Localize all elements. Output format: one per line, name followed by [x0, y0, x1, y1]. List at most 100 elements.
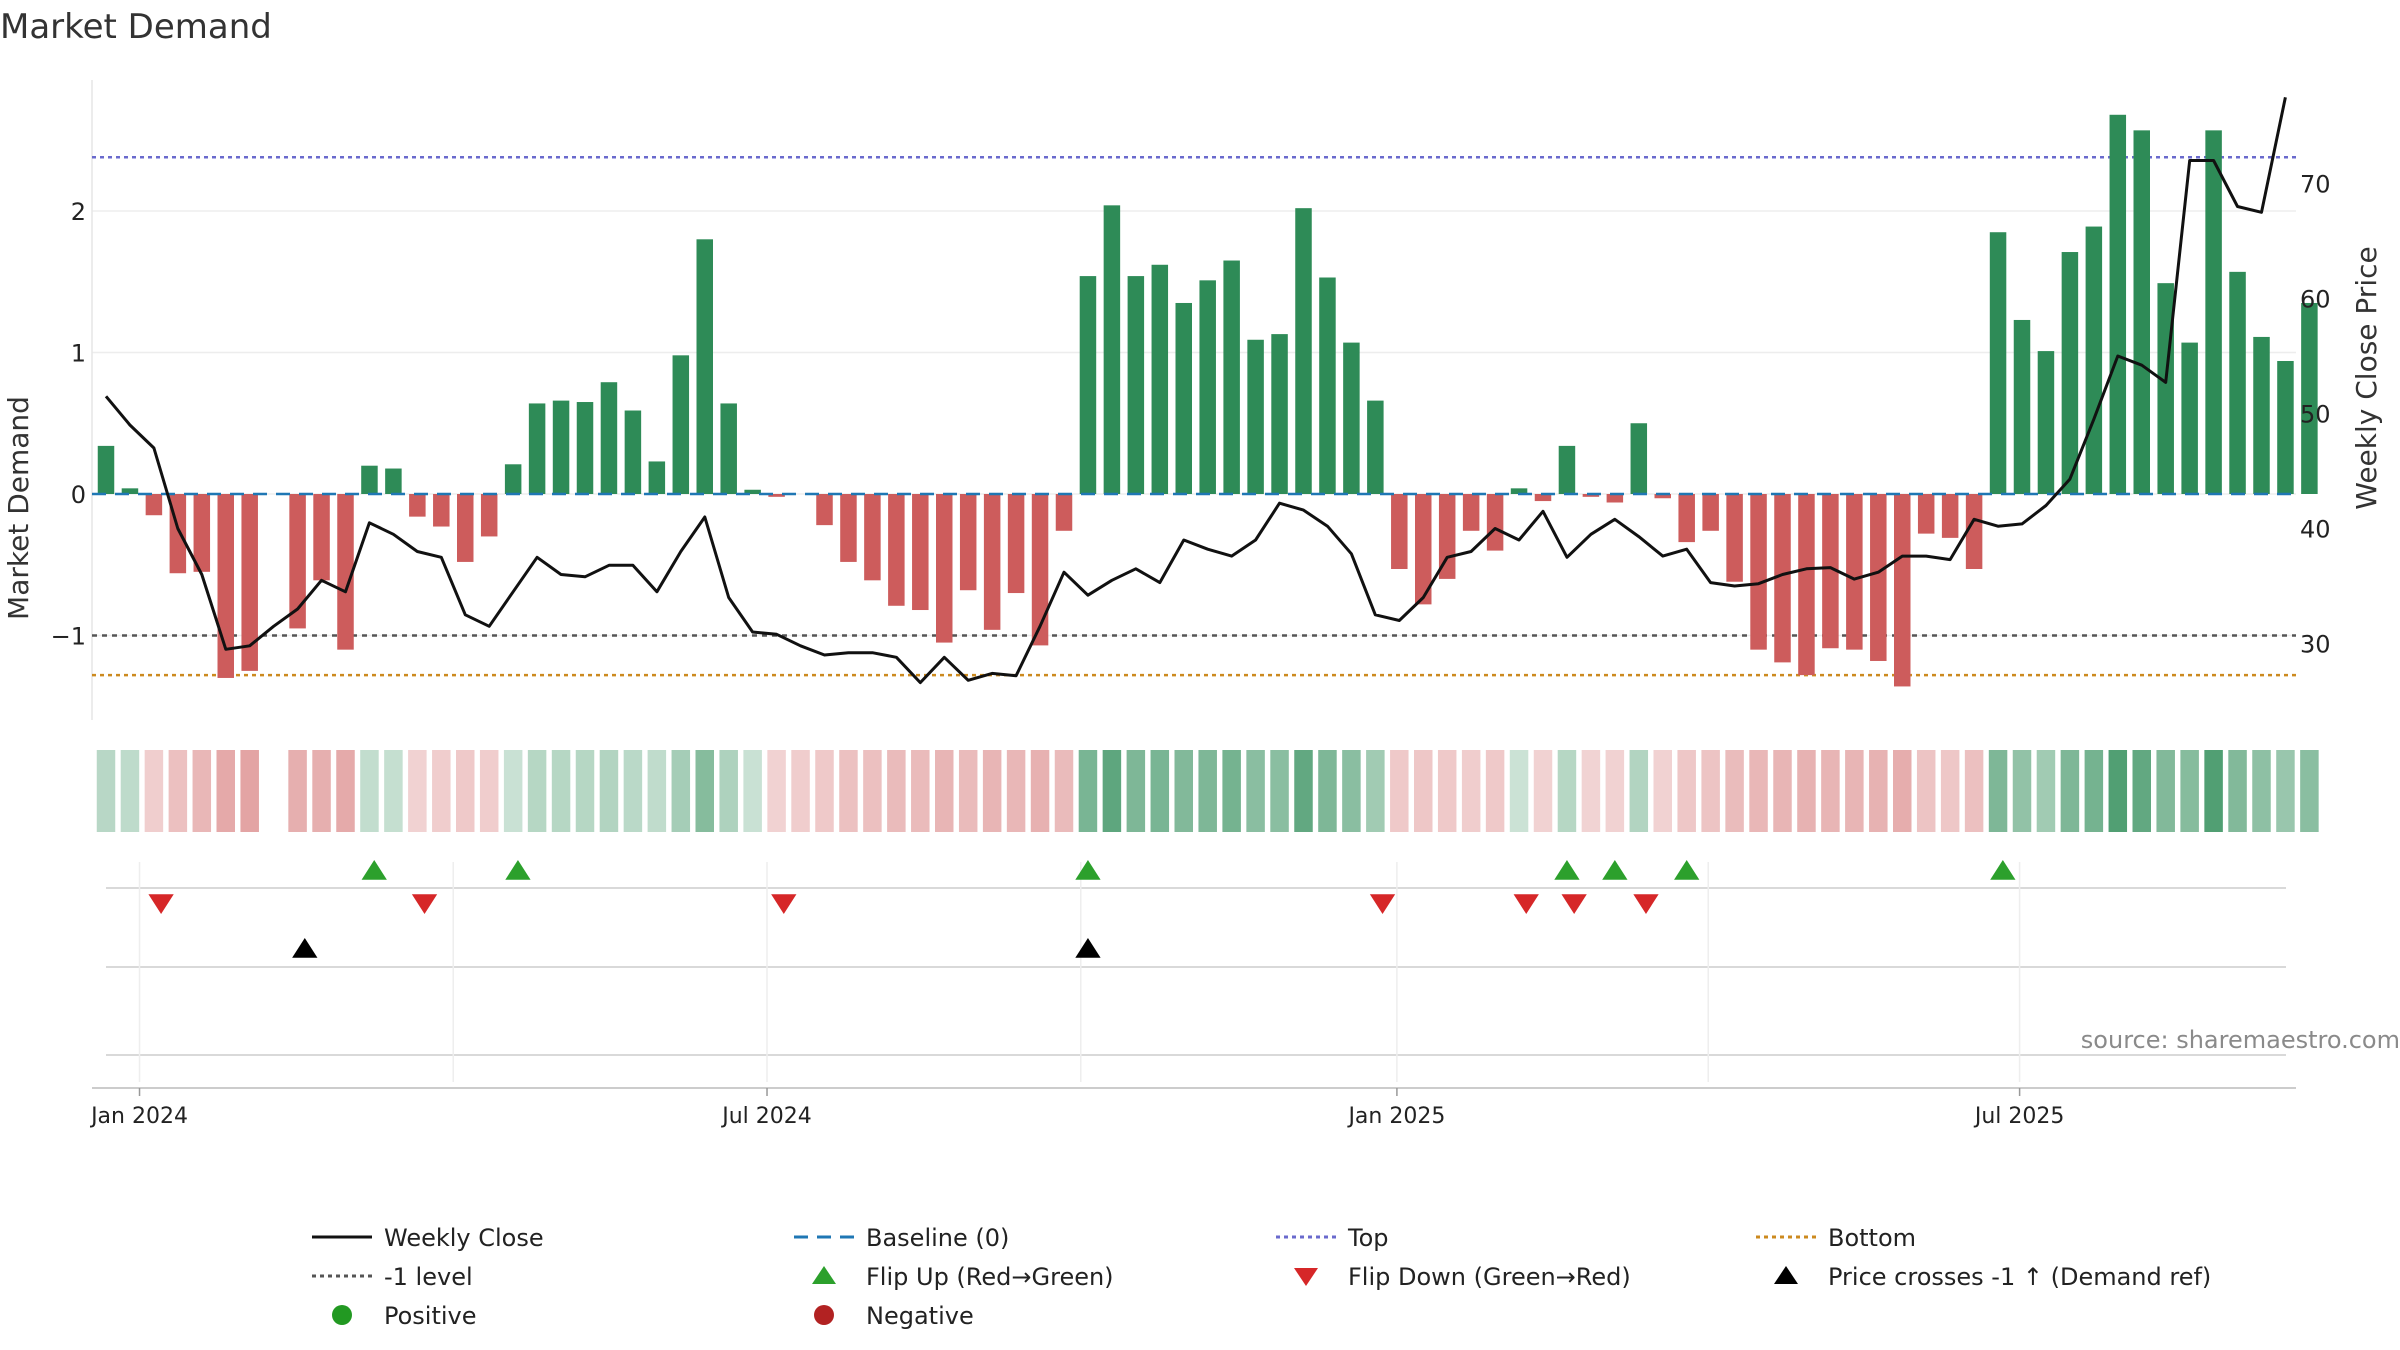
strip-cell	[432, 750, 451, 832]
legend-item: Positive	[332, 1302, 477, 1330]
strip-cell	[1054, 750, 1074, 832]
demand-bar	[1271, 334, 1288, 494]
strip-cell	[1749, 750, 1768, 832]
strip-cell	[527, 750, 547, 832]
flip-down-marker	[771, 894, 797, 914]
legend-item: Flip Down (Green→Red)	[1294, 1263, 1631, 1291]
x-axis: Jan 2024 Jul 2024 Jan 2025 Jul 2025	[89, 1088, 2064, 1129]
strip-cell	[1845, 750, 1864, 832]
legend-triangle-up-icon	[1774, 1266, 1798, 1284]
strip-cell	[503, 750, 523, 832]
demand-bar	[1510, 488, 1528, 494]
strip-cell	[1246, 750, 1265, 832]
strip-cell	[336, 750, 355, 832]
strip-cell	[2252, 750, 2271, 832]
y2-tick-label: 60	[2300, 286, 2331, 314]
flip-up-marker	[361, 860, 387, 880]
strip-cell	[1174, 750, 1193, 832]
strip-cell	[791, 750, 810, 832]
strip-cell	[120, 750, 140, 832]
strip-cell	[1414, 750, 1433, 832]
legend-circle-icon	[332, 1305, 352, 1325]
strip-cell	[1725, 750, 1744, 832]
demand-bar	[361, 465, 378, 494]
strip-cell	[2204, 750, 2223, 832]
y-tick-label: −1	[51, 623, 86, 651]
strip-cell	[1629, 750, 1649, 832]
demand-bar	[289, 494, 306, 629]
demand-bar	[1031, 494, 1049, 646]
price-cross-marker	[292, 938, 318, 958]
strip-cell	[839, 750, 858, 832]
demand-bar	[1007, 494, 1025, 594]
demand-bar	[1415, 494, 1432, 605]
demand-bar	[1941, 494, 1959, 538]
demand-bar	[1486, 494, 1504, 551]
demand-bar	[1917, 494, 1935, 534]
demand-bar	[840, 494, 857, 562]
strip-cell	[216, 750, 235, 832]
legend-label: Negative	[866, 1302, 974, 1330]
legend-item: Flip Up (Red→Green)	[812, 1263, 1114, 1291]
strip-cell	[623, 750, 643, 832]
strip-cell	[360, 750, 379, 832]
demand-bar	[768, 494, 785, 497]
left-y-axis-label: Market Demand	[2, 396, 35, 620]
strip-cell	[1821, 750, 1840, 832]
demand-bar	[1079, 276, 1097, 494]
strip-cell	[1773, 750, 1792, 832]
legend-label: Bottom	[1828, 1224, 1916, 1252]
demand-bar	[1175, 302, 1192, 494]
strip-cell	[288, 750, 307, 832]
legend-triangle-up-icon	[812, 1266, 836, 1284]
demand-bar	[2301, 302, 2318, 494]
strip-cell	[2132, 750, 2151, 832]
strip-cell	[1150, 750, 1170, 832]
demand-bar	[433, 494, 450, 527]
demand-bar	[2277, 360, 2294, 494]
flip-down-marker	[1633, 894, 1659, 914]
demand-bar	[1678, 494, 1695, 543]
strip-cell	[743, 750, 762, 832]
demand-bar	[313, 494, 330, 581]
demand-bar	[1462, 494, 1480, 531]
demand-bar	[983, 494, 1001, 630]
legend-label: Flip Down (Green→Red)	[1348, 1263, 1631, 1291]
legend-label: Weekly Close	[384, 1224, 544, 1252]
demand-bar	[1798, 494, 1815, 676]
strip-cell	[2060, 750, 2080, 832]
legend-label: Positive	[384, 1302, 477, 1330]
demand-bar	[337, 494, 354, 650]
strip-cell	[1485, 750, 1505, 832]
demand-bar	[1367, 400, 1384, 494]
strip-cell	[408, 750, 427, 832]
strip-cell	[144, 750, 164, 832]
y-tick-label: 1	[71, 340, 86, 368]
demand-bar	[1630, 423, 1648, 494]
strip-cell	[551, 750, 571, 832]
demand-bar	[552, 400, 570, 494]
legend-label: Baseline (0)	[866, 1224, 1009, 1252]
strip-cell	[1270, 750, 1289, 832]
strip-cell	[96, 750, 116, 832]
demand-heat-strip	[96, 750, 2319, 832]
strip-cell	[2276, 750, 2295, 832]
strip-cell	[2180, 750, 2199, 832]
legend-item: Top	[1276, 1224, 1389, 1252]
demand-bar	[1965, 494, 1983, 569]
strip-cell	[1653, 750, 1672, 832]
strip-cell	[1509, 750, 1529, 832]
chart-title: Market Demand	[0, 7, 272, 47]
strip-cell	[384, 750, 403, 832]
strip-cell	[1030, 750, 1050, 832]
y-tick-label: 0	[71, 481, 86, 509]
demand-bar	[193, 494, 211, 572]
x-tick-label: Jan 2024	[89, 1104, 188, 1129]
strip-cell	[982, 750, 1002, 832]
demand-bar	[504, 464, 522, 494]
demand-bar	[600, 382, 618, 494]
strip-cell	[1078, 750, 1098, 832]
flip-down-marker	[148, 894, 174, 914]
demand-bar	[864, 494, 881, 581]
strip-cell	[1318, 750, 1337, 832]
